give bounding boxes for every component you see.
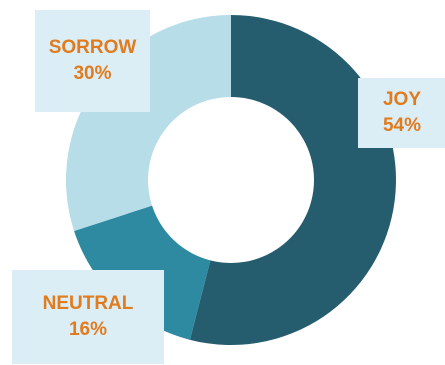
data-label-sorrow-name: SORROW [48,37,137,59]
data-label-neutral-name: NEUTRAL [42,293,134,315]
data-label-neutral-value: 16% [68,319,108,340]
data-label-joy-value: 54% [382,115,422,136]
data-label-joy-name: JOY [382,89,422,111]
donut-slices [65,15,397,346]
data-label-joy: JOY 54% [358,78,445,148]
data-label-sorrow: SORROW 30% [35,10,150,112]
slice-joy [189,15,397,346]
data-label-sorrow-value: 30% [73,63,112,84]
data-label-neutral: NEUTRAL 16% [12,270,164,364]
slice-sorrow [65,15,231,231]
